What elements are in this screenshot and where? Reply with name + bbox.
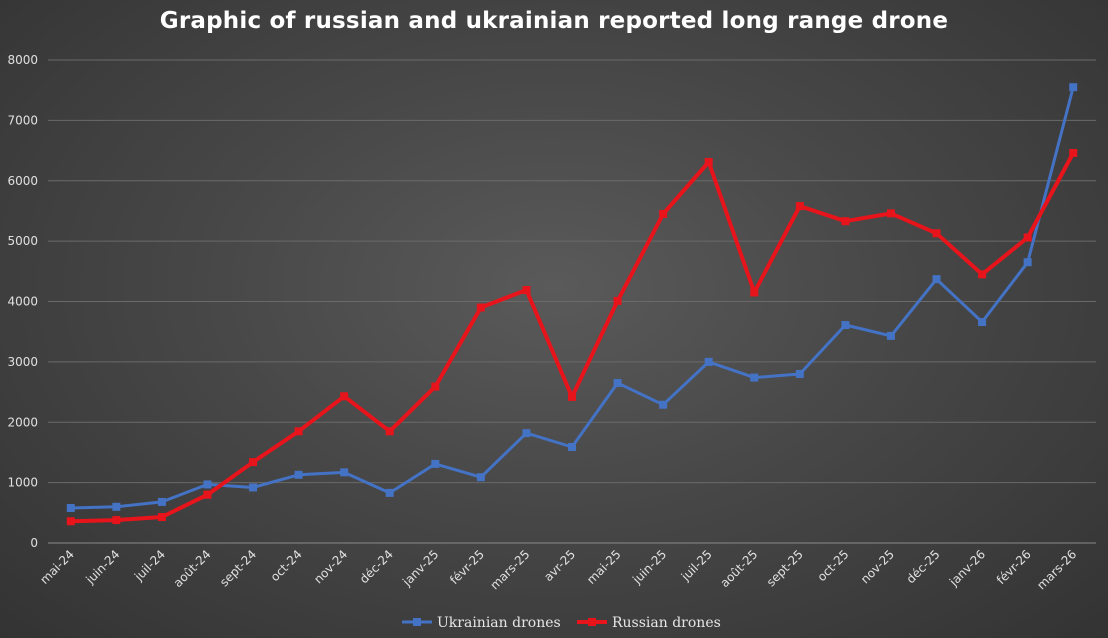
- series-russian: [66, 148, 1078, 526]
- x-tick-label: déc-24: [357, 547, 396, 586]
- data-point: [294, 427, 303, 436]
- x-tick-label: mai-25: [584, 547, 624, 587]
- y-tick-label: 6000: [7, 174, 38, 188]
- y-tick-label: 3000: [7, 355, 38, 369]
- data-point: [704, 158, 713, 167]
- data-point: [613, 296, 622, 305]
- data-point: [340, 392, 349, 401]
- data-point: [476, 303, 485, 312]
- data-point: [340, 468, 349, 477]
- legend-swatch-marker: [588, 618, 596, 626]
- data-point: [932, 229, 941, 238]
- data-point: [476, 473, 485, 482]
- x-tick-label: août-24: [171, 547, 214, 590]
- x-axis: mai-24 juin-24 juil-24 août-24 sept-24 oct-24…: [37, 547, 1079, 592]
- y-tick-label: 2000: [7, 415, 38, 429]
- gridlines: [48, 59, 1096, 544]
- x-tick-label: juin-24: [83, 547, 123, 587]
- data-point: [157, 497, 166, 506]
- data-point: [978, 270, 987, 279]
- data-point: [886, 209, 895, 218]
- x-tick-label: déc-25: [904, 547, 943, 586]
- data-point: [203, 490, 212, 499]
- legend-label: Ukrainian drones: [437, 615, 561, 631]
- data-point: [522, 429, 531, 438]
- data-point: [886, 331, 895, 340]
- data-point: [568, 392, 576, 401]
- data-point: [203, 480, 212, 489]
- legend-label: Russian drones: [612, 615, 721, 631]
- y-axis: 0 1000 2000 3000 4000 5000 6000 7000 8000: [7, 53, 38, 550]
- data-point: [431, 382, 440, 391]
- x-tick-label: mai-24: [37, 547, 77, 587]
- x-tick-label: oct-24: [268, 547, 305, 584]
- data-point: [1023, 233, 1032, 242]
- data-point: [1069, 83, 1078, 92]
- data-point: [568, 443, 576, 452]
- data-point: [522, 286, 531, 295]
- x-tick-label: août-25: [718, 547, 761, 590]
- y-tick-label: 0: [30, 536, 38, 550]
- data-point: [750, 373, 759, 382]
- data-point: [112, 516, 121, 525]
- legend-item: Russian drones: [577, 615, 721, 631]
- chart-title: Graphic of russian and ukrainian reporte…: [159, 8, 949, 34]
- data-point: [112, 502, 121, 511]
- x-tick-label: nov-25: [858, 547, 897, 586]
- data-point: [841, 321, 850, 330]
- y-tick-label: 4000: [7, 295, 38, 309]
- data-point: [659, 209, 668, 218]
- data-point: [385, 488, 394, 497]
- x-tick-label: oct-25: [815, 547, 852, 584]
- data-point: [1069, 148, 1078, 157]
- x-tick-label: juil-25: [678, 547, 715, 584]
- data-point: [249, 458, 258, 467]
- data-point: [795, 202, 804, 211]
- x-tick-label: mars-25: [487, 547, 532, 592]
- data-point: [613, 379, 622, 388]
- data-point: [157, 513, 166, 522]
- x-tick-label: sept-24: [217, 547, 259, 589]
- y-tick-label: 5000: [7, 234, 38, 248]
- legend: Ukrainian drones Russian drones: [402, 615, 721, 631]
- y-tick-label: 8000: [7, 53, 38, 67]
- data-point: [704, 357, 713, 366]
- data-point: [978, 318, 987, 327]
- data-point: [659, 400, 668, 409]
- data-point: [66, 503, 75, 512]
- data-point: [66, 517, 75, 526]
- data-point: [841, 217, 850, 226]
- x-tick-label: févr-25: [447, 547, 487, 587]
- series-line: [68, 151, 1076, 524]
- legend-item: Ukrainian drones: [402, 615, 561, 631]
- data-point: [1023, 258, 1032, 267]
- data-point: [431, 459, 440, 468]
- data-point: [750, 288, 759, 297]
- series-ukrainian: [66, 83, 1078, 512]
- legend-swatch-marker: [413, 618, 421, 626]
- data-point: [932, 275, 941, 284]
- x-tick-label: sept-25: [764, 547, 806, 589]
- x-tick-label: janv-25: [399, 547, 441, 589]
- y-tick-label: 1000: [7, 476, 38, 490]
- x-tick-label: juin-25: [629, 547, 669, 587]
- x-tick-label: févr-26: [994, 547, 1034, 587]
- x-tick-label: janv-26: [946, 547, 988, 589]
- x-tick-label: avr-25: [541, 547, 578, 584]
- data-point: [385, 427, 394, 436]
- data-point: [249, 483, 258, 492]
- x-tick-label: juil-24: [131, 547, 168, 584]
- data-point: [294, 470, 303, 479]
- x-tick-label: mars-26: [1034, 547, 1079, 592]
- series-lines: [66, 83, 1078, 526]
- x-tick-label: nov-24: [311, 547, 350, 586]
- y-tick-label: 7000: [7, 113, 38, 127]
- data-point: [795, 369, 804, 378]
